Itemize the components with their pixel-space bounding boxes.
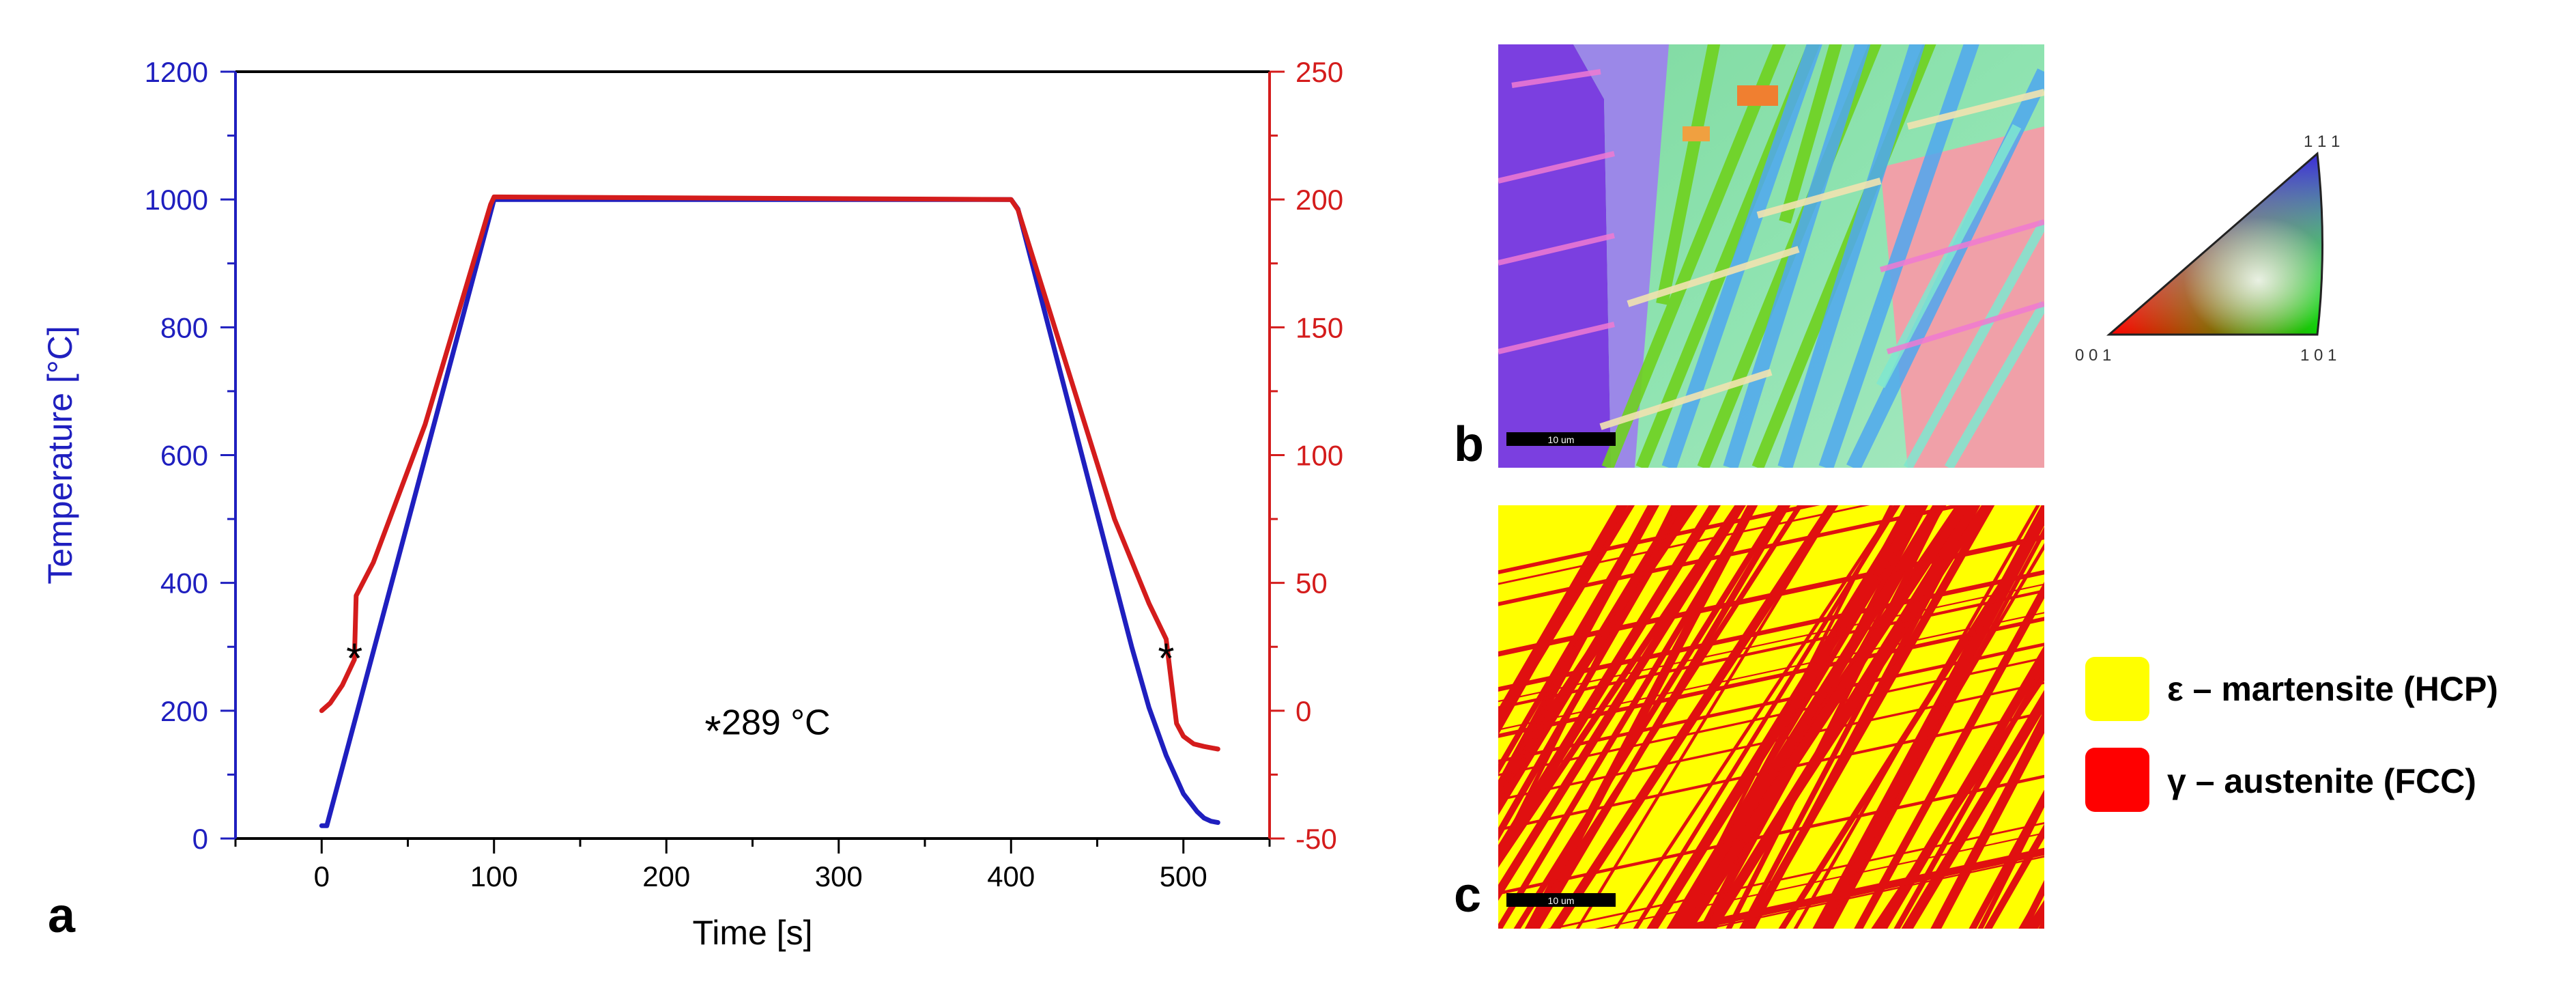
x-axis-label: Time [s] [693,914,813,952]
austenite-lath [1498,617,2044,737]
left-y-tick-label: 400 [160,567,208,600]
austenite-lath [1667,847,2044,929]
asterisk-marker: * [704,708,721,755]
x-tick-label: 400 [987,860,1035,892]
panel-label-c: c [1454,868,1482,922]
austenite-lath [1498,505,1656,775]
x-tick-label: 100 [470,860,518,892]
left-y-tick-label: 0 [192,823,208,855]
right-y-tick-label: 200 [1296,184,1343,216]
ipf-label-101: 1 0 1 [2300,346,2336,365]
scale-bar-label-c: 10 um [1548,895,1575,906]
right-y-tick-label: 150 [1296,311,1343,343]
legend-swatch-martensite [2085,657,2149,721]
ipf-label-001: 0 0 1 [2075,346,2111,365]
scale-bar-label-b: 10 um [1548,434,1575,445]
right-y-tick-label: 100 [1296,440,1343,472]
austenite-lath [1686,851,2044,929]
austenite-lath [1650,505,1924,929]
austenite-lath [1969,789,2044,929]
austenite-lath [1524,505,1803,929]
annotation-temperature: 289 °C [721,703,831,743]
left-y-tick-label: 1000 [145,184,208,216]
austenite-lath [1814,505,2044,929]
austenite-lath [1677,505,1970,929]
annotation-layer: * ** 289 °C [346,636,1174,756]
left-y-axis-label: Temperature [°C] [41,326,79,584]
left-y-tick-label: 600 [160,440,208,472]
series-layer [319,194,1220,828]
legend-swatch-austenite [2085,748,2149,812]
austenite-lath [1498,505,1820,575]
austenite-lath [1498,505,1969,606]
austenite-lath [1498,656,2044,776]
austenite-lath [1498,774,2044,895]
panel-label-a: a [48,888,76,943]
austenite-lath [1498,534,2044,656]
legend-label-austenite: γ – austenite (FCC) [2167,762,2476,800]
austenite-lath [1513,505,1786,929]
austenite-lath [1829,526,2044,929]
austenite-lath [1498,590,2044,709]
austenite-lath [1498,681,2044,802]
dilatometry-chart: 0 100 200 300 400 500020040060080010001200-50… [41,56,1343,952]
left-y-tick-label: 800 [160,311,208,343]
x-tick-label: 200 [642,860,690,892]
axes-layer: 0 100 200 300 400 500020040060080010001200-50… [41,56,1343,952]
x-tick-label: 300 [815,860,863,892]
austenite-lath [1704,505,1981,929]
austenite-lath [1704,856,2044,929]
x-tick-label: 0 [314,860,330,892]
panel-label-b: b [1454,417,1484,472]
x-tick-label: 500 [1160,860,1207,892]
austenite-lath [1876,645,2044,929]
austenite-lath [1594,832,2044,929]
austenite-lath [1498,505,1627,727]
ipf-orientation-map: 10 um [1498,44,2044,468]
austenite-lath [1549,505,1839,929]
austenite-lath [1743,505,1995,929]
austenite-lath [1793,505,2040,929]
phase-map: 10 um [1498,505,2044,929]
right-y-tick-label: -50 [1296,823,1337,855]
austenite-lath [1977,796,2044,929]
austenite-lath [1547,821,2044,929]
asterisk-marker: * [346,636,362,683]
asterisk-marker: * [1158,636,1174,683]
austenite-lath [1498,583,2044,703]
austenite-lath [1984,823,2044,929]
austenite-lath [1498,619,2044,738]
left-y-tick-label: 1200 [145,56,208,88]
ipf-label-111: 1 1 1 [2304,132,2340,151]
legend-label-martensite: ε – martensite (HCP) [2167,670,2498,708]
austenite-lath [1498,612,2044,731]
right-y-tick-label: 250 [1296,56,1343,88]
austenite-lath [1498,505,1870,585]
right-y-tick-label: 0 [1296,695,1311,727]
austenite-lath [1498,643,2044,763]
austenite-lath [1498,505,1691,841]
austenite-lath [1525,505,1758,929]
ipf-color-key: 1 1 1 0 0 1 1 0 1 [2075,132,2340,365]
series-line-change-in-length [319,194,1220,752]
right-y-tick-label: 50 [1296,567,1328,600]
left-y-tick-label: 200 [160,695,208,727]
austenite-lath [1498,711,2044,832]
austenite-lath [1498,569,2044,692]
austenite-lath [1498,505,1747,901]
austenite-lath [1614,505,1898,929]
austenite-lath [1901,690,2044,929]
austenite-lath [1854,582,2044,929]
